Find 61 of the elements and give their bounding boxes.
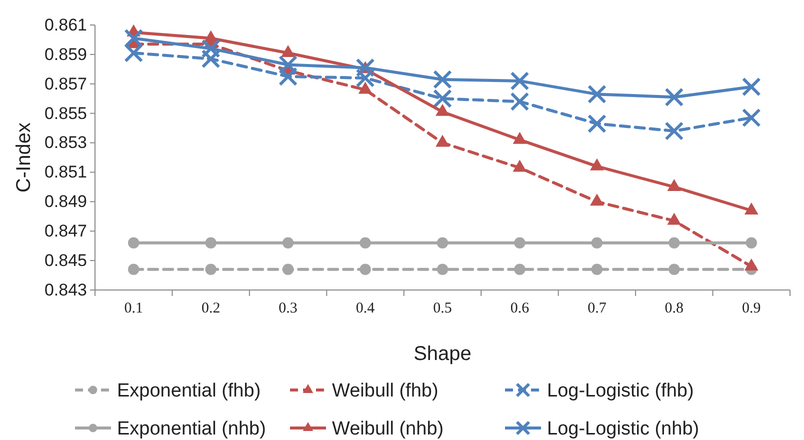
- point: [587, 84, 606, 104]
- point: [201, 49, 220, 68]
- point: [436, 264, 448, 275]
- x-tick-label: 0.6: [510, 300, 530, 317]
- y-tick-label: 0.847: [44, 222, 87, 241]
- y-axis-title: C-Index: [13, 122, 35, 193]
- point: [278, 55, 298, 74]
- point: [510, 92, 530, 112]
- point: [436, 237, 448, 248]
- y-tick-label: 0.843: [44, 280, 87, 300]
- point: [356, 58, 375, 78]
- x-tick-label: 0.8: [664, 300, 684, 317]
- legend-label: Weibull (nhb): [332, 418, 444, 440]
- point: [510, 71, 530, 90]
- y-tick-label: 0.845: [44, 250, 87, 270]
- point: [128, 237, 140, 248]
- point: [282, 264, 294, 275]
- point: [668, 237, 680, 248]
- legend-label: Exponential (fhb): [117, 380, 261, 402]
- legend-label: Log-Logistic (fhb): [547, 380, 694, 402]
- point: [746, 237, 757, 248]
- point: [433, 89, 452, 108]
- y-tick-label: 0.855: [44, 104, 87, 123]
- point: [205, 237, 216, 248]
- y-tick-label: 0.849: [44, 192, 87, 212]
- y-tick-label: 0.853: [44, 133, 87, 152]
- x-tick-label: 0.7: [588, 300, 607, 317]
- legend-label: Weibull (fhb): [332, 380, 438, 402]
- point: [278, 67, 298, 86]
- point: [514, 237, 526, 248]
- y-tick-label: 0.859: [44, 44, 87, 64]
- point: [742, 108, 761, 128]
- point: [591, 264, 603, 275]
- point: [587, 114, 606, 134]
- x-tick-label: 0.4: [356, 300, 376, 317]
- x-tick-label: 0.2: [201, 300, 220, 317]
- point: [514, 264, 526, 275]
- point: [356, 68, 375, 88]
- x-tick-label: 0.5: [433, 300, 452, 317]
- point: [591, 237, 603, 248]
- x-tick-label: 0.3: [278, 300, 298, 317]
- x-axis-title: Shape: [414, 343, 472, 365]
- point: [205, 264, 216, 275]
- y-tick-label: 0.861: [44, 15, 87, 34]
- point: [360, 264, 371, 275]
- y-tick-label: 0.851: [44, 162, 87, 182]
- point: [124, 28, 144, 48]
- legend-label: Exponential (nhb): [117, 418, 266, 440]
- point: [433, 70, 452, 89]
- point: [360, 237, 371, 248]
- point: [664, 88, 684, 107]
- legend-label: Log-Logistic (nhb): [547, 418, 700, 440]
- point: [668, 264, 680, 275]
- point: [742, 77, 761, 96]
- point: [201, 39, 220, 58]
- point: [664, 122, 684, 140]
- point: [282, 237, 294, 248]
- y-tick-label: 0.857: [44, 74, 87, 94]
- point: [128, 264, 140, 275]
- x-tick-label: 0.1: [124, 300, 143, 317]
- x-tick-label: 0.9: [742, 300, 761, 317]
